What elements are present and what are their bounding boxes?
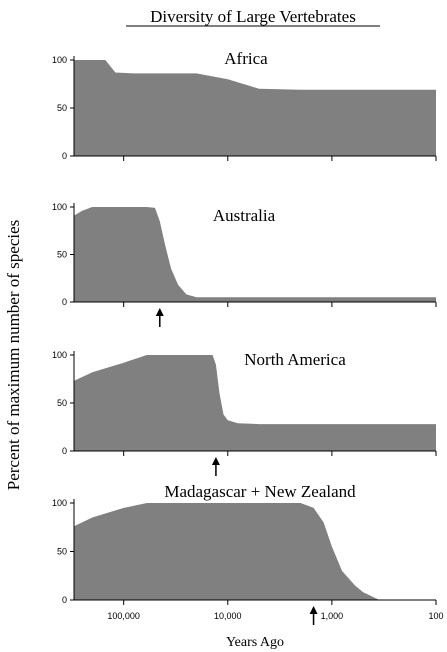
y-tick-label: 100 <box>52 498 67 508</box>
x-axis-label: Years Ago <box>226 635 284 650</box>
y-tick-label: 50 <box>57 103 67 113</box>
y-tick-label: 100 <box>52 55 67 65</box>
panel-4-title: Madagascar + New Zealand <box>164 482 356 501</box>
panel-4-arrow-head <box>309 606 318 614</box>
y-axis-label: Percent of maximum number of species <box>4 220 23 491</box>
panel-3-title: North America <box>244 350 346 369</box>
x-tick-label: 100,000 <box>107 611 140 621</box>
x-tick-label: 100 <box>428 611 443 621</box>
y-tick-label: 50 <box>57 398 67 408</box>
panel-2-area <box>74 207 436 302</box>
panel-2-arrow-head <box>155 308 164 316</box>
y-tick-label: 0 <box>62 446 67 456</box>
y-tick-label: 100 <box>52 350 67 360</box>
y-tick-label: 0 <box>62 297 67 307</box>
panel-4: 0 50 100 100,000 10,000 1,000 100 Madagascar + … <box>52 482 444 625</box>
panel-4-area <box>74 503 380 600</box>
y-tick-label: 50 <box>57 547 67 557</box>
panel-2-title: Australia <box>213 206 276 225</box>
panel-1: 0 50 100 Africa <box>52 49 437 161</box>
panel-2: 0 50 100 Australia <box>52 202 437 327</box>
panel-3-arrow-head <box>211 457 220 465</box>
chart-title: Diversity of Large Vertebrates <box>150 7 356 26</box>
panel-1-area <box>74 60 436 156</box>
x-tick-label: 1,000 <box>321 611 344 621</box>
y-tick-label: 100 <box>52 202 67 212</box>
x-tick-label: 10,000 <box>214 611 242 621</box>
panel-3: 0 50 100 North America <box>52 350 437 476</box>
panels: 0 50 100 Africa 0 50 100 Australia 0 50 100 North A… <box>52 49 444 625</box>
panel-1-title: Africa <box>224 49 268 68</box>
y-tick-label: 50 <box>57 250 67 260</box>
y-tick-label: 0 <box>62 151 67 161</box>
y-tick-label: 0 <box>62 595 67 605</box>
panel-3-area <box>74 355 436 451</box>
